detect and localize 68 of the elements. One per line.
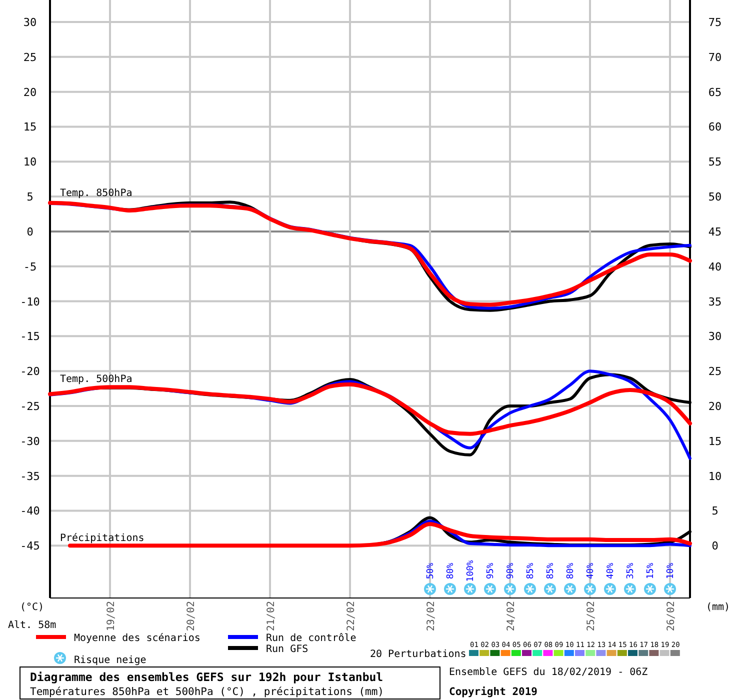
y-tick-label: 15: [23, 120, 37, 134]
y-tick-label: 25: [23, 50, 37, 64]
y-tick-label: 5: [26, 190, 34, 204]
y2-tick-label: 70: [708, 50, 722, 64]
x-tick-label: 24/02: [506, 601, 517, 632]
y-tick-label: -10: [20, 295, 40, 308]
y-tick-label: -5: [23, 260, 37, 274]
annotation: 50%: [426, 562, 436, 580]
annotation: 40%: [606, 562, 616, 580]
y-tick-label: -15: [20, 330, 40, 344]
annotation: 100%: [466, 560, 476, 582]
annotation: 85%: [526, 562, 536, 580]
y-tick-label: 0: [26, 225, 34, 238]
annotation: Temp. 850hPa: [60, 188, 132, 199]
x-tick-label: 25/02: [586, 601, 597, 632]
legend-label: Run de contrôle: [266, 633, 356, 644]
annotation: 85%: [546, 562, 556, 580]
y-tick-label: 20: [23, 86, 37, 99]
y2-tick-label: 50: [708, 190, 722, 204]
y-tick-label: -40: [20, 504, 40, 518]
text: (mm): [706, 602, 730, 613]
annotation: 10%: [666, 562, 676, 580]
y2-tick-label: 55: [708, 156, 722, 169]
text: Diagramme des ensembles GEFS sur 192h pour Istanbul: [30, 670, 384, 684]
text: Températures 850hPa et 500hPa (°C) , précipitations (mm): [30, 686, 384, 698]
y2-tick-label: 5: [712, 504, 718, 518]
x-tick-label: 19/02: [106, 601, 117, 632]
legend-label: Moyenne des scénarios: [74, 633, 200, 644]
y2-tick-label: 15: [708, 434, 722, 448]
y2-tick-label: 75: [708, 16, 722, 29]
annotation: 35%: [626, 562, 636, 580]
annotation: 90%: [506, 562, 516, 580]
annotation: Précipitations: [60, 533, 144, 544]
annotation: 80%: [566, 562, 576, 580]
y-tick-label: 10: [23, 156, 37, 169]
text: (°C): [20, 602, 44, 613]
y2-tick-label: 35: [708, 295, 722, 308]
y2-tick-label: 25: [708, 365, 722, 378]
annotation: 80%: [446, 562, 456, 580]
text: Copyright 2019: [449, 686, 538, 698]
y-tick-label: -20: [20, 365, 40, 378]
y2-tick-label: 45: [708, 225, 722, 238]
y-tick-label: -30: [20, 434, 40, 448]
annotation: Temp. 500hPa: [60, 374, 132, 385]
text: 20 Perturbations: [370, 649, 466, 660]
y2-tick-label: 30: [708, 330, 722, 344]
y2-tick-label: 0: [712, 540, 718, 553]
y-tick-label: -45: [20, 540, 40, 553]
y2-tick-label: 60: [708, 120, 722, 134]
x-tick-label: 20/02: [186, 601, 197, 632]
text: Alt. 58m: [8, 620, 56, 631]
y2-tick-label: 20: [708, 400, 722, 413]
y2-tick-label: 10: [708, 470, 722, 483]
x-tick-label: 26/02: [666, 601, 677, 632]
text: Risque neige: [74, 655, 146, 666]
annotation: 15%: [646, 562, 656, 580]
x-tick-label: 21/02: [266, 601, 277, 632]
x-tick-label: 23/02: [426, 601, 437, 632]
x-tick-label: 22/02: [346, 601, 357, 632]
y-tick-label: 30: [23, 16, 37, 29]
annotation: 40%: [586, 562, 596, 580]
annotation: 95%: [486, 562, 496, 580]
y-tick-label: -25: [20, 400, 40, 413]
y2-tick-label: 65: [708, 86, 722, 99]
y2-tick-label: 40: [708, 260, 722, 274]
legend-label: Run GFS: [266, 644, 308, 655]
text: Ensemble GEFS du 18/02/2019 - 06Z: [449, 667, 648, 678]
y-tick-label: -35: [20, 470, 40, 483]
